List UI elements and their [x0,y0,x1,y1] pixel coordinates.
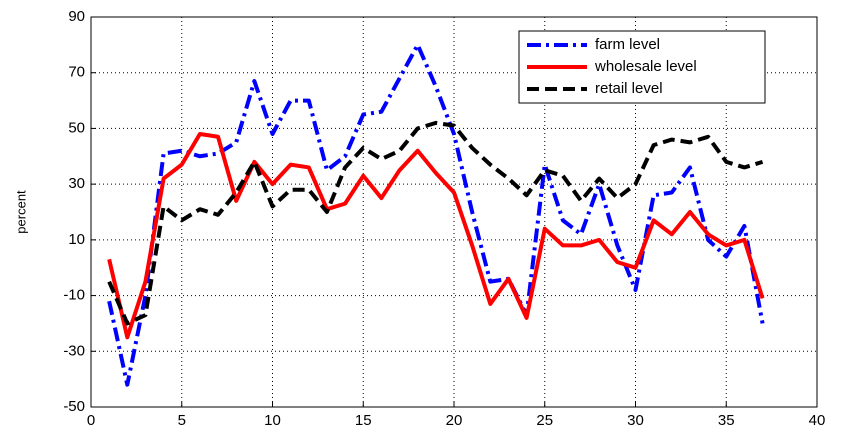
series-line [107,132,765,340]
legend-label: wholesale level [594,58,697,75]
y-tick-label: 90 [68,8,85,25]
legend-label: retail level [595,80,663,97]
y-tick-label: -10 [63,287,85,304]
y-axis-label: percent [13,190,28,234]
y-tick-label: -50 [63,398,85,415]
x-tick-label: 0 [87,412,95,429]
y-tick-label: 30 [68,175,85,192]
x-tick-label: 10 [264,412,281,429]
x-tick-label: 35 [718,412,735,429]
legend-label: farm level [595,36,660,53]
y-tick-label: 50 [68,119,85,136]
y-tick-label: 10 [68,231,85,248]
series-line [107,120,764,326]
x-tick-label: 30 [627,412,644,429]
x-tick-label: 25 [536,412,553,429]
x-tick-label: 40 [809,412,826,429]
y-tick-label: -30 [63,342,85,359]
plot-frame [90,16,818,408]
y-tick-label: 70 [68,64,85,81]
x-tick-label: 15 [355,412,372,429]
x-tick-label: 20 [446,412,463,429]
x-tick-label: 5 [178,412,186,429]
